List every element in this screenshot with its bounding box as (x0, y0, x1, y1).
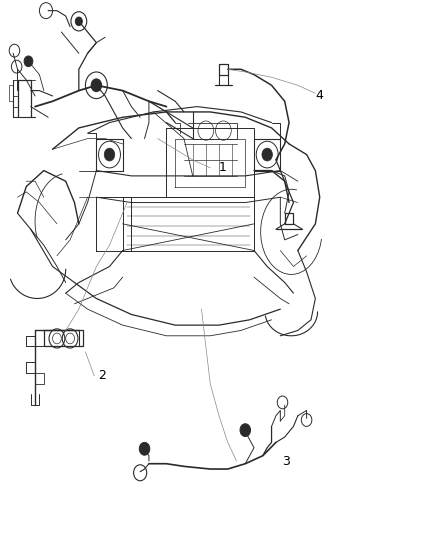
Circle shape (24, 56, 33, 67)
Circle shape (104, 148, 115, 161)
Circle shape (75, 17, 82, 26)
Circle shape (91, 79, 102, 92)
Text: 3: 3 (283, 455, 290, 467)
Text: 1: 1 (219, 161, 227, 174)
Circle shape (240, 424, 251, 437)
Circle shape (262, 148, 272, 161)
Text: 2: 2 (99, 369, 106, 382)
Circle shape (139, 442, 150, 455)
Text: 4: 4 (315, 90, 323, 102)
